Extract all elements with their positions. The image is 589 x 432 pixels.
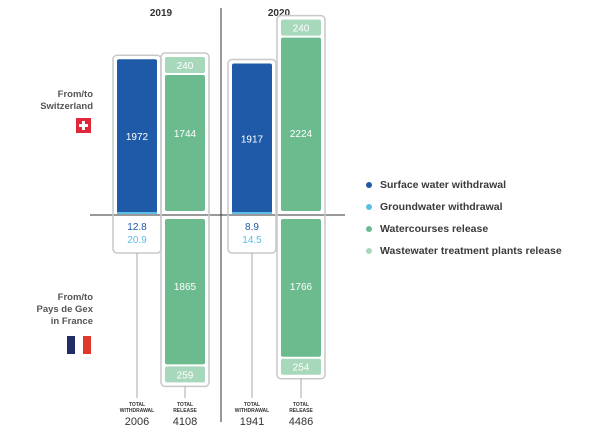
french-flag-icon-red — [83, 336, 91, 354]
legend-item-wastewater: Wastewater treatment plants release — [366, 240, 562, 262]
label-watercourses-fr-2020: 1766 — [290, 282, 313, 293]
legend-item-groundwater: Groundwater withdrawal — [366, 196, 562, 218]
label-watercourses-fr-2019: 1865 — [174, 282, 197, 293]
total-release-label1-2019: TOTAL — [177, 402, 193, 408]
total-release-value-2019: 4108 — [173, 416, 197, 428]
total-release-value-2020: 4486 — [289, 416, 313, 428]
region-bottom-line2: Pays de Gex — [36, 304, 93, 315]
total-release-label1-2020: TOTAL — [293, 402, 309, 408]
bar-surface-2020 — [232, 63, 272, 214]
total-release-label2-2020: RELEASE — [289, 408, 313, 414]
region-bottom-line1: From/to — [58, 292, 94, 303]
legend-dot-wastewater — [366, 248, 372, 254]
bar-watercourses-fr-2020 — [281, 219, 321, 357]
legend-item-surface: Surface water withdrawal — [366, 174, 562, 196]
total-withdrawal-label2-2019: WITHDRAWAL — [120, 408, 154, 414]
label-groundwater-ch-2019: 12.8 — [127, 222, 147, 233]
total-release-label2-2019: RELEASE — [173, 408, 197, 414]
swiss-flag-cross-h — [79, 124, 88, 127]
legend-label-wastewater: Wastewater treatment plants release — [380, 245, 562, 257]
bar-watercourses-ch-2020 — [281, 37, 321, 212]
label-watercourses-ch-2019: 1744 — [174, 129, 197, 140]
bar-groundwater-ch-2020 — [232, 212, 272, 214]
french-flag-icon-blue — [67, 336, 75, 354]
region-bottom-line3: in France — [51, 316, 93, 327]
bar-watercourses-fr-2019 — [165, 219, 205, 365]
legend-label-watercourses: Watercourses release — [380, 223, 489, 235]
year-label-2019: 2019 — [150, 8, 173, 19]
total-withdrawal-label1-2019: TOTAL — [129, 402, 145, 408]
label-wastewater-fr-2019: 259 — [177, 370, 194, 381]
region-top-line1: From/to — [58, 89, 94, 100]
bar-wastewater-fr-2020 — [281, 358, 321, 375]
bar-surface-2019 — [117, 59, 157, 213]
label-groundwater-fr-2019: 20.9 — [127, 235, 147, 246]
legend: Surface water withdrawal Groundwater wit… — [366, 174, 562, 262]
bar-wastewater-fr-2019 — [165, 366, 205, 383]
label-wastewater-ch-2019: 240 — [177, 61, 194, 72]
bar-wastewater-ch-2019 — [165, 57, 205, 73]
total-withdrawal-value-2019: 2006 — [125, 416, 149, 428]
label-groundwater-fr-2020: 14.5 — [242, 235, 262, 246]
region-top-line2: Switzerland — [40, 101, 93, 112]
label-groundwater-ch-2020: 8.9 — [245, 222, 259, 233]
legend-dot-groundwater — [366, 204, 372, 210]
label-surface-2020: 1917 — [241, 134, 264, 145]
label-wastewater-ch-2020: 240 — [293, 24, 310, 35]
legend-item-watercourses: Watercourses release — [366, 218, 562, 240]
bar-groundwater-ch-2019 — [117, 212, 157, 214]
legend-dot-watercourses — [366, 226, 372, 232]
label-watercourses-ch-2020: 2224 — [290, 129, 313, 140]
total-withdrawal-label2-2020: WITHDRAWAL — [235, 408, 269, 414]
year-label-2020: 2020 — [268, 8, 291, 19]
legend-label-groundwater: Groundwater withdrawal — [380, 201, 503, 213]
total-withdrawal-label1-2020: TOTAL — [244, 402, 260, 408]
bar-watercourses-ch-2019 — [165, 75, 205, 211]
legend-label-surface: Surface water withdrawal — [380, 179, 507, 191]
french-flag-icon-white — [75, 336, 83, 354]
total-withdrawal-value-2020: 1941 — [240, 416, 264, 428]
label-surface-2019: 1972 — [126, 132, 149, 143]
bar-wastewater-ch-2020 — [281, 19, 321, 36]
label-wastewater-fr-2020: 254 — [293, 363, 310, 374]
legend-dot-surface — [366, 182, 372, 188]
